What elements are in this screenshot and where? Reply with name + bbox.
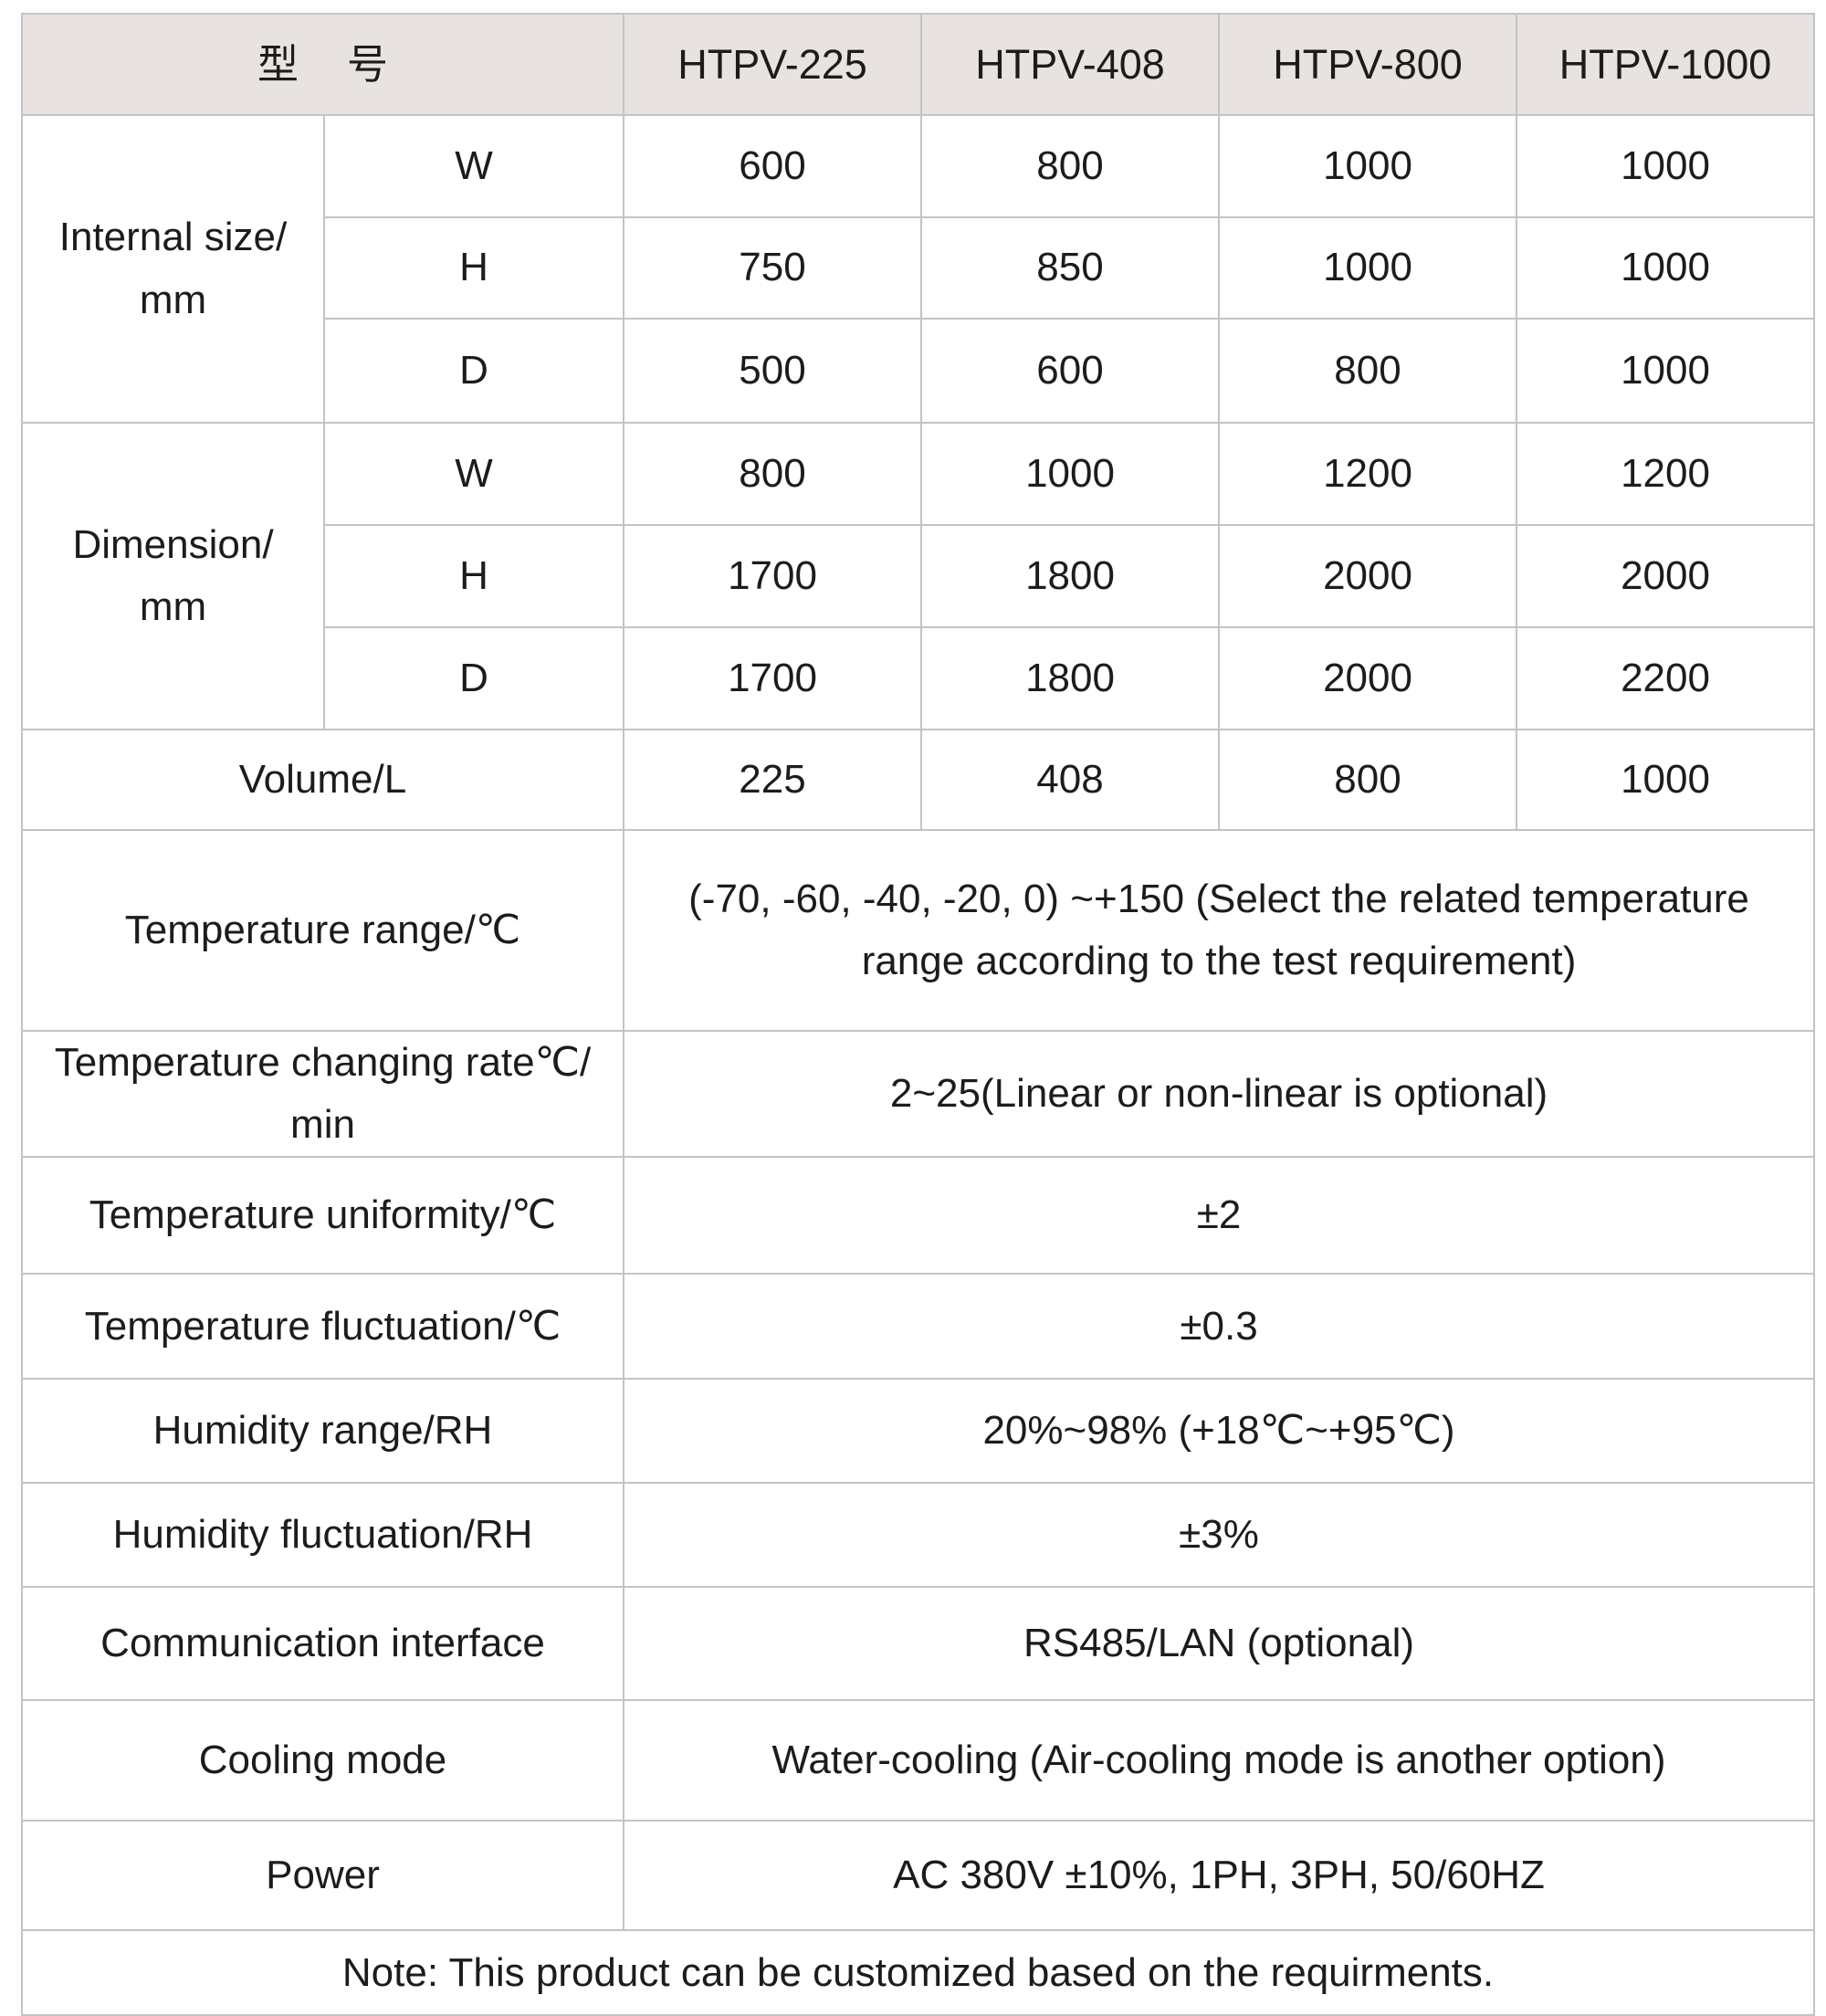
spec-table: 型 号 HTPV-225 HTPV-408 HTPV-800 HTPV-1000… (20, 13, 1816, 2016)
value-cell: 2000 (1218, 524, 1518, 628)
spec-value: (-70, -60, -40, -20, 0) ~+150 (Select th… (623, 829, 1816, 1032)
dim-label-d: D (322, 318, 625, 424)
spec-label: Temperature fluctuation/℃ (20, 1273, 625, 1381)
internal-size-row-h: H 750 850 1000 1000 (22, 216, 1816, 320)
value-cell: 1000 (1516, 729, 1816, 831)
spec-label: Temperature changing rate℃/​min (20, 1029, 625, 1159)
spec-label: Communication interface (20, 1586, 625, 1702)
spec-label: Cooling mode (20, 1699, 625, 1822)
dim-label-w: W (322, 422, 625, 526)
spec-value: ±2 (623, 1156, 1816, 1276)
model-name-htpv-408: HTPV-408 (920, 13, 1221, 116)
value-cell: 2000 (1516, 524, 1816, 628)
value-cell: 1000 (920, 422, 1221, 526)
temperature-fluctuation-row: Temperature fluctuation/℃ ±0.3 (20, 1273, 1816, 1381)
dimension-row-d: D 1700 1800 2000 2200 (22, 626, 1816, 730)
note-text: Note: This product can be customized bas… (20, 1929, 1816, 2016)
spec-value: 2~25(Linear or non-linear is optional) (623, 1029, 1816, 1159)
cooling-mode-row: Cooling mode Water-cooling (Air-cooling … (20, 1699, 1816, 1822)
temperature-range-row: Temperature range/℃ (-70, -60, -40, -20,… (20, 829, 1816, 1032)
value-cell: 1000 (1218, 114, 1518, 218)
dimension-label: Dimension/​mm (21, 422, 325, 730)
value-cell: 800 (623, 422, 923, 526)
value-cell: 1200 (1218, 422, 1518, 526)
spec-value: 20%~98% (+18℃~+95℃) (623, 1378, 1816, 1485)
volume-row: Volume/L 225 408 800 1000 (20, 729, 1816, 831)
value-cell: 1000 (1516, 114, 1816, 218)
spec-label: Temperature uniformity/℃ (20, 1156, 625, 1276)
spec-value: ±3% (623, 1482, 1816, 1589)
temperature-uniformity-row: Temperature uniformity/℃ ±2 (20, 1156, 1816, 1276)
temperature-changing-rate-row: Temperature changing rate℃/​min 2~25(Lin… (20, 1029, 1816, 1159)
note-row: Note: This product can be customized bas… (20, 1929, 1816, 2016)
internal-size-row-w: Internal size/​mm W 600 800 1000 1000 (21, 114, 1816, 424)
value-cell: 408 (920, 729, 1221, 831)
spec-value: ±0.3 (623, 1273, 1816, 1381)
spec-value: Water-cooling (Air-cooling mode is anoth… (623, 1699, 1816, 1822)
communication-interface-row: Communication interface RS485/LAN (optio… (20, 1586, 1816, 1702)
header-row: 型 号 HTPV-225 HTPV-408 HTPV-800 HTPV-1000 (20, 13, 1816, 116)
power-row: Power AC 380V ±10%, 1PH, 3PH, 50/60HZ (20, 1820, 1816, 1932)
spec-label: Humidity range/RH (20, 1378, 625, 1485)
spec-value: RS485/LAN (optional) (623, 1586, 1816, 1702)
model-name-htpv-225: HTPV-225 (623, 13, 923, 116)
value-cell: 600 (920, 318, 1221, 424)
humidity-fluctuation-row: Humidity fluctuation/RH ±3% (20, 1482, 1816, 1589)
value-cell: 850 (920, 216, 1221, 320)
volume-label: Volume/L (20, 729, 625, 831)
value-cell: 1000 (1516, 318, 1816, 424)
spec-label: Humidity fluctuation/RH (20, 1482, 625, 1589)
value-cell: 2200 (1516, 626, 1816, 730)
value-cell: 600 (623, 114, 923, 218)
spec-value: AC 380V ±10%, 1PH, 3PH, 50/60HZ (623, 1820, 1816, 1932)
internal-size-row-d: D 500 600 800 1000 (22, 318, 1816, 424)
value-cell: 1800 (920, 626, 1221, 730)
dimension-row-h: H 1700 1800 2000 2000 (22, 524, 1816, 628)
value-cell: 2000 (1218, 626, 1518, 730)
value-cell: 1000 (1218, 216, 1518, 320)
value-cell: 1700 (623, 626, 923, 730)
dim-label-w: W (322, 114, 625, 218)
value-cell: 800 (920, 114, 1221, 218)
spec-label: Temperature range/℃ (20, 829, 625, 1032)
value-cell: 1800 (920, 524, 1221, 628)
value-cell: 800 (1218, 729, 1518, 831)
humidity-range-row: Humidity range/RH 20%~98% (+18℃~+95℃) (20, 1378, 1816, 1485)
value-cell: 1000 (1516, 216, 1816, 320)
spec-label: Power (20, 1820, 625, 1932)
value-cell: 800 (1218, 318, 1518, 424)
value-cell: 1700 (623, 524, 923, 628)
dim-label-h: H (322, 216, 625, 320)
internal-size-label: Internal size/​mm (21, 114, 325, 424)
value-cell: 750 (623, 216, 923, 320)
model-name-htpv-800: HTPV-800 (1218, 13, 1518, 116)
dimension-row-w: Dimension/​mm W 800 1000 1200 1200 (21, 422, 1816, 730)
dim-label-d: D (322, 626, 625, 730)
model-name-htpv-1000: HTPV-1000 (1516, 13, 1816, 116)
value-cell: 225 (623, 729, 923, 831)
dim-label-h: H (322, 524, 625, 628)
value-cell: 500 (623, 318, 923, 424)
model-column-header: 型 号 (20, 13, 625, 116)
value-cell: 1200 (1516, 422, 1816, 526)
